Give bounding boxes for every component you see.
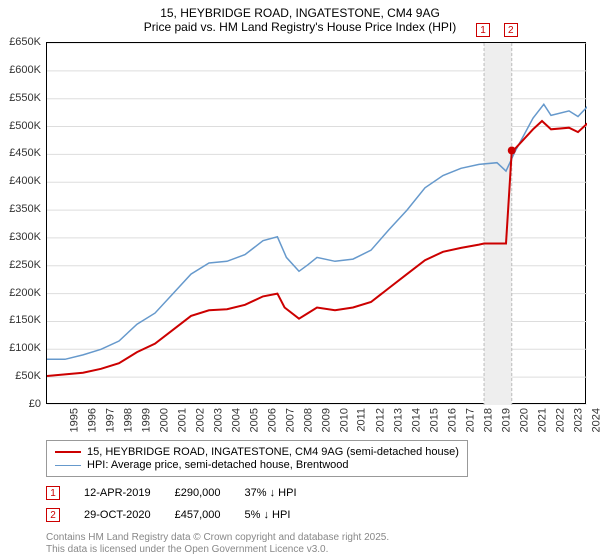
event-row-1: 1 12-APR-2019 £290,000 37% ↓ HPI — [46, 486, 297, 500]
ytick-label: £250K — [9, 259, 41, 271]
ytick-label: £50K — [15, 370, 41, 382]
xtick-label: 2011 — [356, 408, 368, 432]
xtick-label: 2008 — [302, 408, 314, 432]
event-marker-1: 1 — [46, 486, 60, 500]
event-marker-2: 2 — [46, 508, 60, 522]
ytick-label: £350K — [9, 203, 41, 215]
legend-item-hpi: HPI: Average price, semi-detached house,… — [55, 459, 459, 471]
xtick-label: 2006 — [266, 408, 278, 432]
footer-line-2: This data is licensed under the Open Gov… — [46, 544, 389, 556]
event-date-2: 29-OCT-2020 — [84, 509, 151, 521]
legend-swatch-price-paid — [55, 451, 81, 453]
xtick-label: 1995 — [68, 408, 80, 432]
xtick-label: 2002 — [194, 408, 206, 432]
xtick-label: 2021 — [536, 408, 548, 432]
xtick-label: 2018 — [482, 408, 494, 432]
chart-wrap: £0£50K£100K£150K£200K£250K£300K£350K£400… — [46, 42, 586, 404]
plot-area — [46, 42, 586, 404]
legend-item-price-paid: 15, HEYBRIDGE ROAD, INGATESTONE, CM4 9AG… — [55, 446, 459, 458]
ytick-label: £150K — [9, 314, 41, 326]
xtick-label: 2005 — [248, 408, 260, 432]
xtick-label: 2023 — [572, 408, 584, 432]
xtick-label: 2013 — [392, 408, 404, 432]
xtick-label: 2016 — [446, 408, 458, 432]
event-date-1: 12-APR-2019 — [84, 487, 151, 499]
chart-marker: 1 — [476, 23, 490, 37]
xtick-label: 2000 — [158, 408, 170, 432]
ytick-label: £300K — [9, 231, 41, 243]
xtick-label: 2010 — [338, 408, 350, 432]
xtick-label: 1997 — [104, 408, 116, 432]
xtick-label: 2015 — [428, 408, 440, 432]
container: 15, HEYBRIDGE ROAD, INGATESTONE, CM4 9AG… — [0, 0, 600, 560]
ytick-label: £550K — [9, 92, 41, 104]
event-delta-1: 37% ↓ HPI — [245, 487, 297, 499]
legend-label-hpi: HPI: Average price, semi-detached house,… — [87, 459, 349, 471]
xtick-label: 2017 — [464, 408, 476, 432]
xtick-label: 2004 — [230, 408, 242, 432]
xtick-label: 2024 — [590, 408, 600, 432]
event-delta-2: 5% ↓ HPI — [245, 509, 291, 521]
ytick-label: £650K — [9, 36, 41, 48]
chart-svg — [47, 43, 587, 405]
ytick-label: £100K — [9, 342, 41, 354]
xtick-label: 1998 — [122, 408, 134, 432]
xtick-label: 2019 — [500, 408, 512, 432]
xtick-label: 2009 — [320, 408, 332, 432]
event-price-1: £290,000 — [175, 487, 221, 499]
event-price-2: £457,000 — [175, 509, 221, 521]
xtick-label: 2014 — [410, 408, 422, 432]
chart-marker: 2 — [504, 23, 518, 37]
xtick-label: 2007 — [284, 408, 296, 432]
xtick-label: 2001 — [176, 408, 188, 432]
xtick-label: 2012 — [374, 408, 386, 432]
xtick-label: 1999 — [140, 408, 152, 432]
ytick-label: £0 — [29, 398, 41, 410]
footer: Contains HM Land Registry data © Crown c… — [46, 532, 389, 556]
xtick-label: 2003 — [212, 408, 224, 432]
ytick-label: £500K — [9, 120, 41, 132]
ytick-label: £600K — [9, 64, 41, 76]
xtick-label: 2020 — [518, 408, 530, 432]
title-line-1: 15, HEYBRIDGE ROAD, INGATESTONE, CM4 9AG — [0, 6, 600, 20]
footer-line-1: Contains HM Land Registry data © Crown c… — [46, 532, 389, 544]
legend-swatch-hpi — [55, 465, 81, 466]
ytick-label: £450K — [9, 147, 41, 159]
xtick-label: 1996 — [86, 408, 98, 432]
ytick-label: £400K — [9, 175, 41, 187]
ytick-label: £200K — [9, 287, 41, 299]
xtick-label: 2022 — [554, 408, 566, 432]
legend: 15, HEYBRIDGE ROAD, INGATESTONE, CM4 9AG… — [46, 440, 468, 477]
legend-label-price-paid: 15, HEYBRIDGE ROAD, INGATESTONE, CM4 9AG… — [87, 446, 459, 458]
event-row-2: 2 29-OCT-2020 £457,000 5% ↓ HPI — [46, 508, 290, 522]
